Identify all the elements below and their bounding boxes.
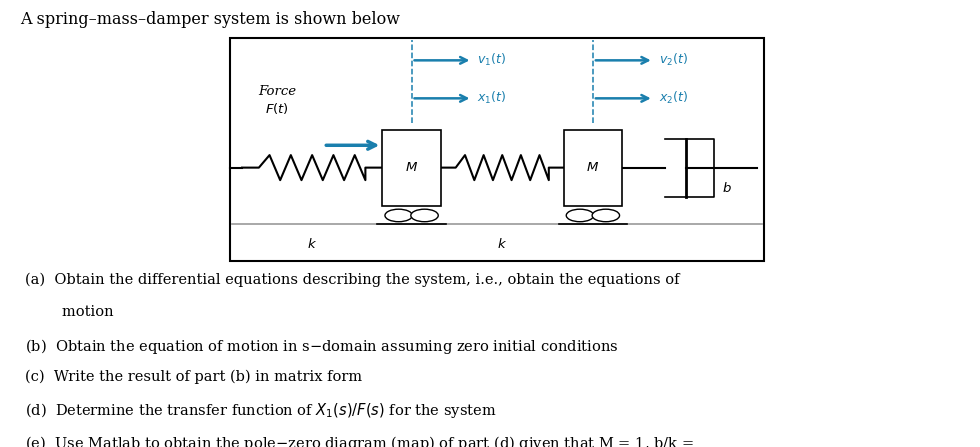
Text: A spring–mass–damper system is shown below: A spring–mass–damper system is shown bel… xyxy=(20,11,400,28)
Text: $k$: $k$ xyxy=(307,236,318,251)
Text: (e)  Use Matlab to obtain the pole$-$zero diagram (map) of part (d) given that M: (e) Use Matlab to obtain the pole$-$zero… xyxy=(24,434,693,447)
Text: $M$: $M$ xyxy=(586,161,600,174)
Text: (a)  Obtain the differential equations describing the system, i.e., obtain the e: (a) Obtain the differential equations de… xyxy=(24,273,679,287)
Circle shape xyxy=(566,209,594,222)
Text: (c)  Write the result of part (b) in matrix form: (c) Write the result of part (b) in matr… xyxy=(24,369,362,384)
Text: (b)  Obtain the equation of motion in s$-$domain assuming zero initial condition: (b) Obtain the equation of motion in s$-… xyxy=(24,337,617,356)
Text: (d)  Determine the transfer function of $X_1(s)/F(s)$ for the system: (d) Determine the transfer function of $… xyxy=(24,401,496,421)
Text: $M$: $M$ xyxy=(405,161,418,174)
Text: $v_1(t)$: $v_1(t)$ xyxy=(477,52,506,68)
Text: $k$: $k$ xyxy=(497,236,508,251)
Text: Force
$F(t)$: Force $F(t)$ xyxy=(259,85,296,116)
Circle shape xyxy=(411,209,438,222)
Circle shape xyxy=(385,209,413,222)
Text: motion: motion xyxy=(24,305,113,319)
Bar xyxy=(382,130,441,206)
Text: $x_1(t)$: $x_1(t)$ xyxy=(477,90,507,106)
Text: $x_2(t)$: $x_2(t)$ xyxy=(659,90,688,106)
Text: $b$: $b$ xyxy=(721,181,731,195)
Circle shape xyxy=(592,209,619,222)
Text: $v_2(t)$: $v_2(t)$ xyxy=(659,52,687,68)
Bar xyxy=(564,130,622,206)
Bar xyxy=(230,38,764,261)
